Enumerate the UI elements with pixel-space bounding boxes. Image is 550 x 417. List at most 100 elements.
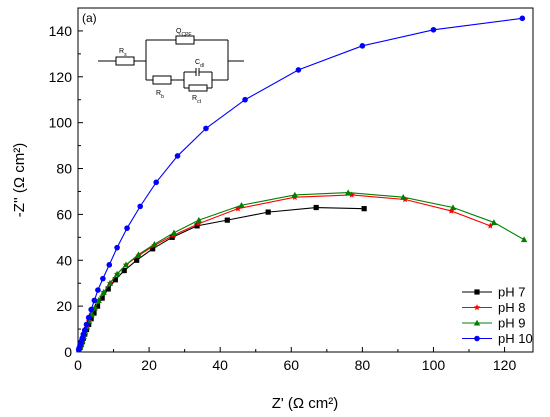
data-point-ph-10 [174,153,181,159]
data-point-ph-9 [195,216,203,223]
resistor-rb [152,75,172,85]
data-point-ph-10 [95,287,101,293]
data-point-ph-9 [106,280,114,286]
y-tick-label: 0 [64,344,72,360]
legend-item-ph-10: pH 10 [462,331,533,346]
data-point-ph-9 [170,229,178,236]
legend-marker [474,289,480,295]
data-point-ph-9 [122,261,130,268]
resistor-rs [115,56,135,66]
data-point-ph-9 [113,270,121,277]
data-point-ph-7 [91,310,97,316]
data-point-ph-7 [361,206,367,212]
x-axis-ticks: 0 20 40 60 80 100 120 [74,347,516,373]
y-tick-label: 60 [56,206,72,222]
data-point-ph-7 [112,277,118,283]
data-point-ph-10 [100,275,106,282]
data-point-ph-9 [95,297,102,303]
data-point-ph-10 [242,96,248,103]
label-rct: Rct [192,95,202,105]
data-point-ph-10 [106,262,113,268]
series-layer [75,15,528,353]
data-point-ph-7 [134,257,140,263]
data-point-ph-10 [359,43,366,49]
data-point-ph-9 [449,204,457,211]
data-point-ph-10 [85,314,92,321]
data-point-ph-10 [519,15,526,22]
data-point-ph-8 [448,207,455,214]
data-point-ph-10 [153,179,160,186]
data-point-ph-7 [105,286,111,292]
data-point-ph-8 [348,191,355,198]
legend-item-ph-7: pH 7 [462,285,525,300]
y-axis-title: -Z'' (Ω cm²) [11,143,28,217]
data-point-ph-7 [313,204,319,211]
data-point-ph-10 [83,321,90,328]
y-tick-label: 120 [49,69,73,85]
resistor-rct [188,84,208,92]
y-tick-label: 20 [56,298,72,314]
legend-label: pH 9 [498,316,525,331]
data-point-ph-9 [400,194,407,200]
data-point-ph-9 [151,241,158,247]
data-point-ph-10 [81,327,88,334]
data-point-ph-9 [291,191,299,198]
data-point-ph-7 [150,246,156,252]
data-point-ph-8 [234,205,242,212]
data-point-ph-9 [520,236,528,243]
data-point-ph-10 [203,125,209,132]
data-point-ph-10 [137,203,144,210]
data-point-ph-10 [124,225,130,231]
equivalent-circuit [98,35,244,92]
label-qcpe: QCPE [176,28,192,38]
data-point-ph-10 [295,67,302,73]
data-point-ph-7 [99,295,105,301]
data-point-ph-9 [490,219,498,225]
legend-label: pH 7 [498,285,525,300]
legend-item-ph-8: pH 8 [462,300,525,315]
x-tick-label: 100 [422,357,446,373]
data-point-ph-9 [238,202,245,208]
data-point-ph-8 [195,220,203,227]
data-point-ph-10 [88,306,94,313]
data-point-ph-9 [135,251,142,258]
data-point-ph-10 [91,297,98,304]
data-point-ph-9 [344,189,352,196]
circuit-labels: Rs QCPE Rb Cdl Rct [119,28,204,105]
y-tick-label: 140 [49,23,73,39]
y-tick-label: 80 [56,161,72,177]
label-rs: Rs [119,48,127,58]
data-point-ph-7 [121,267,127,274]
data-point-ph-7 [224,217,230,223]
x-tick-label: 80 [355,357,371,373]
legend-label: pH 8 [498,300,525,315]
data-point-ph-7 [265,209,271,215]
data-point-ph-10 [114,244,120,251]
label-rb: Rb [156,90,164,100]
data-point-ph-8 [487,222,494,229]
legend-marker [473,304,481,311]
x-tick-label: 0 [74,357,82,373]
legend-marker [474,335,480,342]
x-tick-label: 60 [283,357,299,373]
y-axis-ticks: 0 20 40 60 80 100 120 140 [49,7,83,360]
x-tick-label: 40 [212,357,228,373]
legend-label: pH 10 [498,331,533,346]
x-axis-title: Z' (Ω cm²) [272,395,339,412]
plot-frame [77,7,534,353]
legend: pH 7pH 8pH 9pH 10 [462,285,533,346]
data-point-ph-7 [94,303,101,309]
panel-label: (a) [82,11,97,25]
y-tick-label: 40 [56,252,72,268]
y-tick-label: 100 [49,115,73,131]
series-ph-10 [75,15,526,353]
x-tick-label: 20 [141,357,157,373]
legend-marker [473,319,481,326]
label-cdl: Cdl [195,59,204,69]
data-point-ph-10 [430,26,437,33]
data-point-ph-9 [100,289,107,295]
x-tick-label: 120 [493,357,517,373]
legend-item-ph-9: pH 9 [462,316,525,331]
